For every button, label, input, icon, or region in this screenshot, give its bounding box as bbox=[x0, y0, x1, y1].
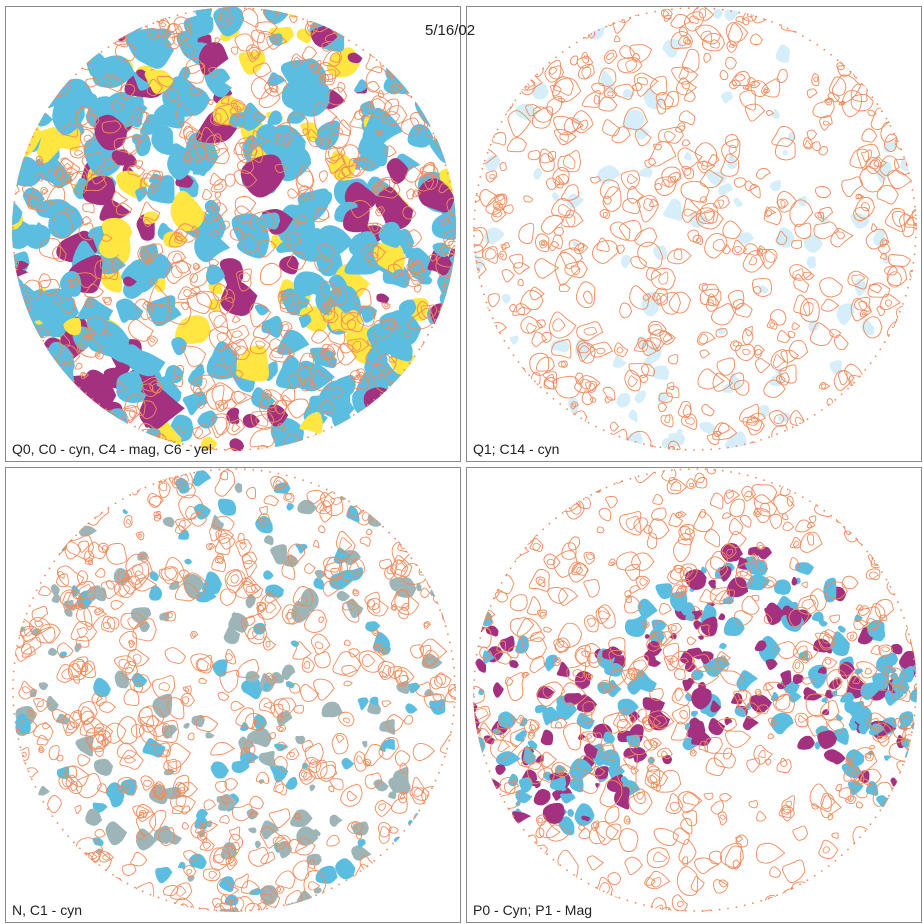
panel-caption: Q0, C0 - cyn, C4 - mag, C6 - yel bbox=[12, 441, 212, 457]
sky-map-q0 bbox=[12, 7, 456, 451]
date-label: 5/16/02 bbox=[425, 22, 476, 39]
sky-map-p bbox=[473, 468, 917, 912]
sky-map-q1 bbox=[473, 7, 917, 451]
panel-caption: P0 - Cyn; P1 - Mag bbox=[473, 902, 593, 918]
panel-p: P0 - Cyn; P1 - Mag bbox=[466, 467, 922, 923]
panel-caption: N, C1 - cyn bbox=[12, 902, 83, 918]
panel-q1: Q1; C14 - cyn bbox=[466, 6, 922, 462]
panel-caption: Q1; C14 - cyn bbox=[473, 441, 560, 457]
sky-map-n bbox=[12, 468, 456, 912]
panel-n: N, C1 - cyn bbox=[5, 467, 461, 923]
panel-q0: Q0, C0 - cyn, C4 - mag, C6 - yel bbox=[5, 6, 461, 462]
